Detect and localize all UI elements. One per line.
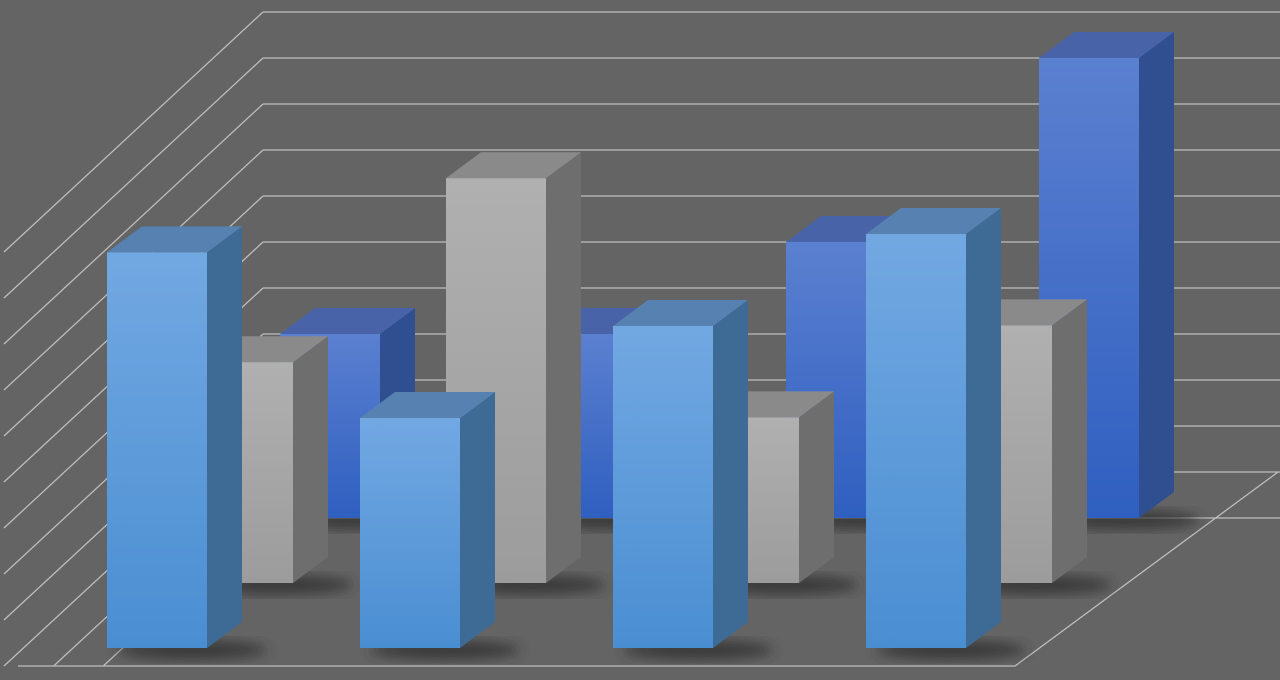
bar-side-face	[207, 226, 242, 648]
bar-front-face	[613, 326, 713, 648]
bar-top-face	[446, 152, 581, 179]
gridline-side	[3, 57, 264, 299]
bar-top-face	[1039, 32, 1174, 58]
bar-side-face	[293, 336, 328, 583]
bar	[446, 152, 606, 595]
bar-side-face	[460, 392, 495, 648]
bar	[193, 336, 353, 595]
bar-top-face	[613, 300, 748, 326]
bar	[107, 226, 267, 660]
gridline-side	[3, 11, 264, 253]
bar-side-face	[713, 300, 748, 648]
bar-top-face	[866, 208, 1001, 234]
bar-top-face	[360, 392, 495, 418]
bar-side-face	[546, 152, 581, 583]
bar-front-face	[866, 234, 966, 648]
bar-side-face	[966, 208, 1001, 648]
bar-front-face	[107, 252, 207, 648]
bar-side-face	[1052, 299, 1087, 583]
floor-edge	[18, 471, 1279, 667]
bar-side-face	[1139, 32, 1174, 518]
bar-side-face	[799, 391, 834, 583]
bar-top-face	[280, 308, 415, 334]
bar	[866, 208, 1026, 660]
bar-top-face	[107, 226, 242, 253]
bar-front-face	[360, 418, 460, 648]
gridline-side	[3, 103, 264, 345]
bars	[107, 32, 1199, 660]
bar	[360, 392, 520, 660]
bar	[613, 300, 773, 660]
